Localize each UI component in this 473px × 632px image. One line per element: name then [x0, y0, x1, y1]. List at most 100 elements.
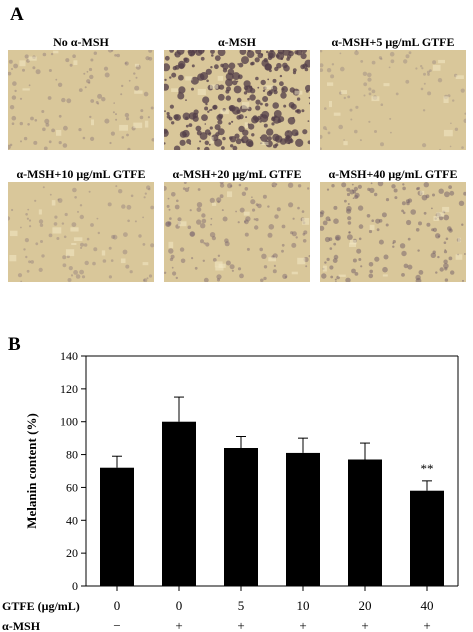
cell-spot — [283, 64, 290, 72]
bar — [286, 452, 320, 586]
cell-spot — [320, 225, 325, 231]
cell-spot — [188, 123, 193, 127]
highlight-spot — [212, 202, 217, 206]
cell-spot — [231, 269, 234, 272]
cell-spot — [287, 54, 292, 59]
cell-spot — [111, 234, 116, 239]
cell-spot — [360, 265, 363, 268]
cell-spot — [30, 116, 34, 121]
cell-spot — [62, 263, 67, 268]
highlight-spot — [210, 84, 219, 89]
cell-spot — [33, 140, 38, 145]
cell-spot — [66, 98, 72, 104]
cell-spot — [89, 74, 94, 80]
cell-spot — [443, 250, 448, 254]
cell-spot — [359, 139, 362, 142]
cell-spot — [86, 237, 90, 241]
bar — [100, 467, 134, 586]
cell-spot — [42, 186, 45, 189]
cell-spot — [195, 50, 203, 56]
highlight-spot — [323, 265, 327, 272]
highlight-spot — [438, 59, 445, 64]
cell-spot — [354, 50, 359, 56]
row-value: 0 — [176, 598, 183, 613]
cell-spot — [437, 235, 440, 238]
cell-spot — [216, 274, 222, 280]
row-label: α-MSH — [2, 619, 41, 632]
cell-spot — [374, 130, 377, 133]
micrograph-caption: α-MSH+40 μg/mL GTFE — [328, 167, 458, 181]
cell-spot — [186, 139, 192, 144]
cell-spot — [185, 99, 187, 101]
cell-spot — [231, 120, 234, 123]
cell-spot — [182, 112, 191, 121]
cell-spot — [225, 78, 233, 87]
cell-spot — [268, 224, 275, 230]
cell-spot — [371, 89, 376, 94]
cell-spot — [80, 242, 84, 247]
cell-spot — [197, 147, 200, 150]
cell-spot — [363, 82, 368, 87]
cell-spot — [237, 221, 240, 224]
micrograph-panel-2: α-MSH — [164, 34, 310, 150]
cell-spot — [371, 219, 374, 222]
cell-spot — [238, 62, 244, 68]
cell-spot — [320, 63, 324, 68]
cell-spot — [367, 77, 372, 82]
micrograph-panel-1: No α-MSH — [8, 34, 154, 150]
highlight-spot — [268, 257, 276, 262]
cell-spot — [402, 183, 405, 186]
cell-spot — [450, 270, 455, 275]
cell-spot — [308, 96, 310, 99]
cell-spot — [354, 272, 359, 276]
cell-spot — [79, 269, 84, 275]
cell-spot — [301, 210, 305, 213]
highlight-spot — [442, 206, 450, 213]
cell-spot — [355, 50, 358, 52]
cell-spot — [122, 249, 128, 255]
cell-spot — [11, 208, 14, 212]
cell-spot — [329, 265, 334, 270]
cell-spot — [288, 142, 291, 145]
cell-spot — [260, 134, 268, 142]
cell-spot — [235, 138, 242, 145]
highlight-spot — [19, 60, 26, 67]
micrograph-panel-4: α-MSH+10 μg/mL GTFE — [8, 166, 154, 282]
cell-spot — [24, 238, 29, 243]
cell-spot — [239, 207, 245, 213]
cell-spot — [124, 112, 130, 118]
cell-spot — [263, 123, 268, 128]
highlight-spot — [73, 60, 78, 65]
highlight-spot — [432, 64, 441, 71]
cell-spot — [257, 86, 260, 89]
cell-spot — [324, 107, 327, 110]
cell-spot — [29, 225, 32, 228]
cell-spot — [394, 196, 398, 200]
cell-spot — [123, 232, 128, 237]
cell-spot — [72, 54, 76, 58]
cell-spot — [435, 271, 438, 274]
cell-spot — [19, 97, 23, 100]
micrograph-background — [320, 50, 466, 150]
cell-spot — [203, 242, 206, 245]
highlight-spot — [185, 76, 193, 81]
cell-spot — [437, 78, 443, 83]
cell-spot — [260, 114, 269, 123]
cell-spot — [248, 123, 255, 130]
cell-spot — [26, 269, 30, 273]
cell-spot — [279, 81, 284, 87]
bar — [348, 459, 382, 586]
cell-spot — [20, 280, 23, 282]
cell-spot — [431, 207, 433, 210]
cell-spot — [464, 253, 466, 255]
highlight-spot — [119, 124, 128, 131]
cell-spot — [150, 106, 154, 110]
cell-spot — [343, 96, 346, 100]
cell-spot — [168, 208, 171, 211]
cell-spot — [243, 91, 248, 95]
cell-spot — [244, 219, 249, 225]
cell-spot — [347, 234, 353, 240]
cell-spot — [391, 184, 396, 189]
cell-spot — [48, 140, 52, 144]
cell-spot — [324, 261, 327, 264]
